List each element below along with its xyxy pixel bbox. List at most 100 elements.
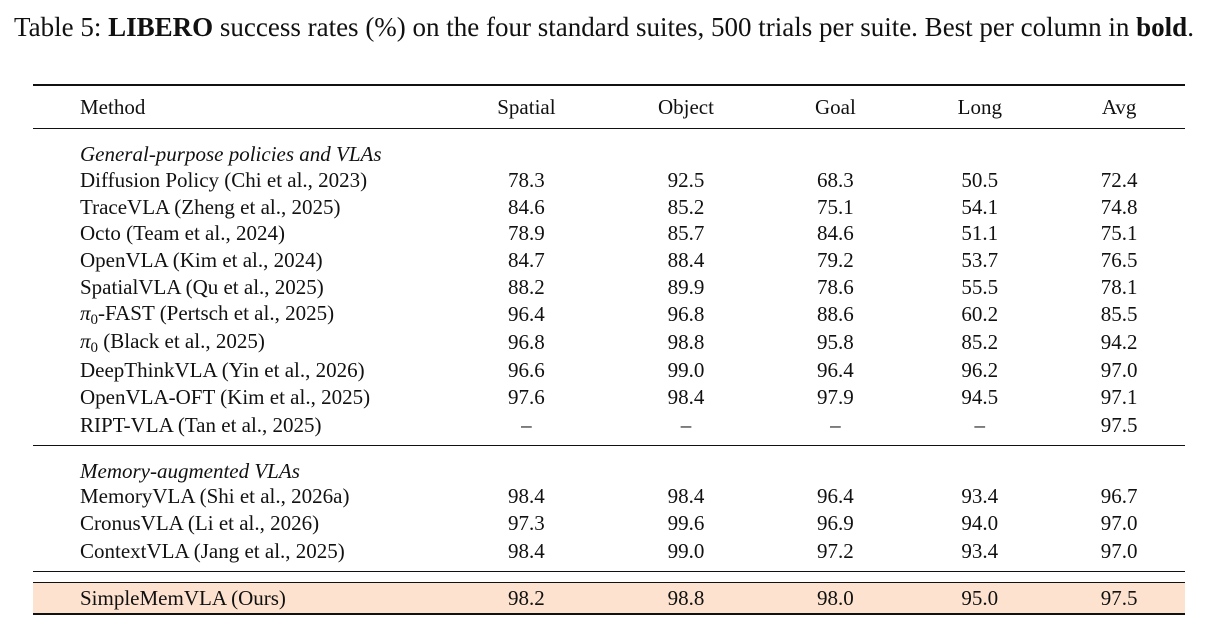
pi-symbol: π [80, 300, 91, 325]
value-cell: 94.0 [961, 511, 999, 536]
value-cell: 68.3 [817, 167, 854, 192]
pi-symbol: π [80, 328, 91, 353]
ours-row: SimpleMemVLA (Ours) 98.2 98.8 98.0 95.0 97.5 [33, 582, 1185, 616]
method-cell: SimpleMemVLA (Ours) [33, 582, 446, 616]
value-cell: 75.1 [1100, 221, 1138, 246]
method-name: SpatialVLA (Qu et al., 2025) [80, 275, 324, 300]
value-cell: 98.4 [445, 537, 608, 573]
value-cell: – [607, 410, 765, 446]
value-cell: 98.0 [764, 582, 907, 616]
table-row: RIPT-VLA (Tan et al., 2025) – – – –97.5 [33, 410, 1185, 446]
value-cell: 53.7 [961, 248, 999, 273]
table-row: DeepThinkVLA (Yin et al., 2026) 96.6 99.0 9… [33, 357, 1185, 384]
table-row: CronusVLA (Li et al., 2026) 97.3 99.6 96.9 9… [33, 510, 1185, 537]
value-cell: 75.1 [817, 194, 854, 219]
caption-text: success rates (%) on the four standard s… [219, 12, 1130, 42]
spacer-row [33, 572, 1185, 583]
group-header-row: General-purpose policies and VLAs [33, 129, 1185, 168]
value-cell: 79.2 [817, 248, 854, 273]
pi-subscript: 0 [90, 311, 99, 328]
value-cell: 99.0 [667, 357, 705, 382]
method-name: (Black et al., 2025) [98, 328, 265, 353]
value-cell: 96.4 [817, 484, 854, 509]
value-cell: 95.8 [817, 330, 854, 355]
group-title: Memory-augmented VLAs [80, 458, 300, 483]
table-row: OpenVLA (Kim et al., 2024) 84.7 88.4 79.2 53… [33, 247, 1185, 274]
column-header-goal: Goal [764, 84, 907, 129]
table-row: SpatialVLA (Qu et al., 2025) 88.2 89.9 78.6… [33, 274, 1185, 301]
value-cell: – [906, 410, 1054, 446]
group-header-row: Memory-augmented VLAs [33, 445, 1185, 484]
spacer-cell [33, 572, 1185, 583]
method-cell: π0 (Black et al., 2025) [33, 329, 445, 357]
pi-subscript: 0 [90, 339, 99, 356]
method-name: ContextVLA (Jang et al., 2025) [80, 539, 345, 564]
method-name: MemoryVLA (Shi et al., 2026a) [80, 484, 350, 509]
value-cell: 97.0 [1053, 537, 1185, 573]
table-row: TraceVLA (Zheng et al., 2025) 84.6 85.2 75.… [33, 194, 1185, 221]
value-cell: 76.5 [1100, 248, 1138, 273]
method-name: OpenVLA-OFT (Kim et al., 2025) [80, 384, 371, 409]
value-cell: 85.2 [667, 194, 705, 219]
value-cell: 98.4 [508, 484, 545, 509]
table-body: General-purpose policies and VLAs Diffusi… [33, 129, 1185, 616]
table-row: Diffusion Policy (Chi et al., 2023) 78.3 9… [33, 167, 1185, 194]
column-header-long: Long [906, 84, 1054, 129]
method-cell: TraceVLA (Zheng et al., 2025) [33, 194, 445, 221]
table-header-row: Method Spatial Object Goal Long Avg [33, 84, 1185, 129]
value-cell: – [764, 410, 907, 446]
column-header-object: Object [607, 84, 765, 129]
method-name: -FAST (Pertsch et al., 2025) [98, 300, 335, 325]
method-cell: SpatialVLA (Qu et al., 2025) [33, 274, 445, 301]
value-cell: 50.5 [961, 167, 999, 192]
value-cell: 96.8 [508, 330, 545, 355]
table-caption: Table 5: LIBERO success rates (%) on the… [14, 10, 1209, 45]
value-cell: 72.4 [1100, 167, 1138, 192]
method-name: OpenVLA (Kim et al., 2024) [80, 248, 323, 273]
column-header-avg: Avg [1053, 84, 1185, 129]
column-header-method: Method [33, 84, 446, 129]
value-cell: 98.8 [607, 582, 765, 616]
value-cell: 96.6 [508, 357, 545, 382]
value-cell: 88.6 [817, 302, 854, 327]
value-cell: 84.7 [508, 248, 545, 273]
method-name: DeepThinkVLA (Yin et al., 2026) [80, 357, 365, 382]
value-cell: 97.6 [508, 384, 545, 409]
value-cell: 85.7 [667, 221, 705, 246]
value-cell: 96.4 [508, 302, 545, 327]
value-cell: 92.5 [667, 167, 705, 192]
method-name: SimpleMemVLA (Ours) [80, 585, 286, 610]
table-row: π0 (Black et al., 2025) 96.8 98.8 95.8 85.2 9… [33, 329, 1185, 357]
value-cell: 97.0 [1100, 357, 1138, 382]
value-cell: 93.4 [961, 484, 999, 509]
method-cell: ContextVLA (Jang et al., 2025) [33, 537, 446, 573]
value-cell: 97.2 [764, 537, 907, 573]
method-name: RIPT-VLA (Tan et al., 2025) [80, 412, 322, 437]
method-cell: DeepThinkVLA (Yin et al., 2026) [33, 357, 445, 384]
value-cell: 96.7 [1100, 484, 1138, 509]
method-cell: OpenVLA-OFT (Kim et al., 2025) [33, 384, 445, 411]
results-table: Method Spatial Object Goal Long Avg Gene… [33, 84, 1185, 616]
caption-dataset-name: LIBERO [108, 12, 214, 42]
table-row: OpenVLA-OFT (Kim et al., 2025) 97.6 98.4 97… [33, 384, 1185, 411]
value-cell: 85.2 [961, 330, 999, 355]
value-cell: 93.4 [906, 537, 1054, 573]
value-cell: 96.8 [667, 302, 705, 327]
method-cell: OpenVLA (Kim et al., 2024) [33, 247, 445, 274]
value-cell: 88.2 [508, 275, 545, 300]
group-title: General-purpose policies and VLAs [80, 142, 382, 166]
method-cell: RIPT-VLA (Tan et al., 2025) [33, 410, 446, 446]
value-cell: 99.6 [667, 511, 705, 536]
caption-prefix: Table 5: [14, 12, 102, 42]
method-cell: Octo (Team et al., 2024) [33, 221, 445, 248]
value-cell: 78.3 [508, 167, 545, 192]
value-cell: 78.9 [508, 221, 545, 246]
value-cell: 78.1 [1100, 275, 1138, 300]
value-cell: 96.9 [817, 511, 854, 536]
value-cell: 97.9 [817, 384, 854, 409]
column-header-spatial: Spatial [445, 84, 608, 129]
value-cell: 97.3 [508, 511, 545, 536]
method-cell: MemoryVLA (Shi et al., 2026a) [33, 484, 445, 511]
value-cell: 97.5 [1053, 582, 1185, 616]
value-cell: 51.1 [961, 221, 999, 246]
